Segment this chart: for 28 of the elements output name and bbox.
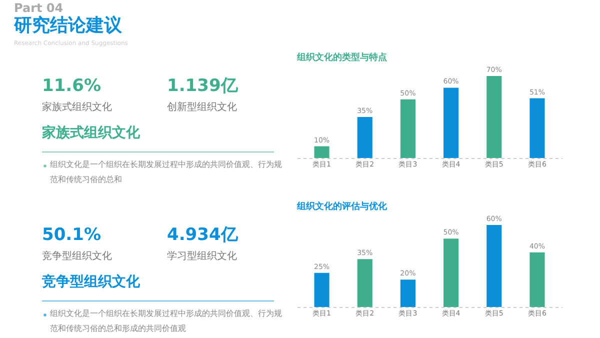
text: 竞争型组织文化 (41, 273, 141, 290)
bar (314, 146, 330, 158)
bar (530, 98, 545, 158)
text: 4.934亿 (167, 225, 239, 245)
text: 竞争型组织文化 (42, 250, 112, 262)
text: 组织文化是一个组织在长期发展过程中形成的共同价值观、行为规范和传统习俗的总和形成的共同价值观 (50, 309, 282, 333)
text: 家族式组织文化 (41, 124, 141, 141)
text: 学习型组织文化 (167, 250, 237, 262)
text: 研究结论建议 (13, 15, 123, 36)
text: 创新型组织文化 (167, 101, 237, 113)
bar (400, 280, 416, 307)
text: 50.1% (42, 225, 101, 245)
text: Part 04 (14, 1, 64, 15)
bar (357, 259, 372, 307)
bar (400, 99, 416, 158)
chart-title: 组织文化的类型与特点 (296, 52, 387, 63)
bar (444, 238, 459, 307)
bar (486, 225, 502, 307)
bar (486, 76, 502, 158)
text: 11.6% (42, 76, 101, 96)
text: 1.139亿 (167, 76, 239, 96)
bar (314, 272, 330, 307)
text: 组织文化是一个组织在长期发展过程中形成的共同价值观、行为规范和传统习俗的总和 (50, 160, 282, 184)
bar (444, 88, 459, 158)
text: 家族式组织文化 (42, 101, 112, 113)
chart-title: 组织文化的评估与优化 (296, 201, 388, 212)
bar (357, 117, 372, 158)
bar (530, 252, 545, 307)
